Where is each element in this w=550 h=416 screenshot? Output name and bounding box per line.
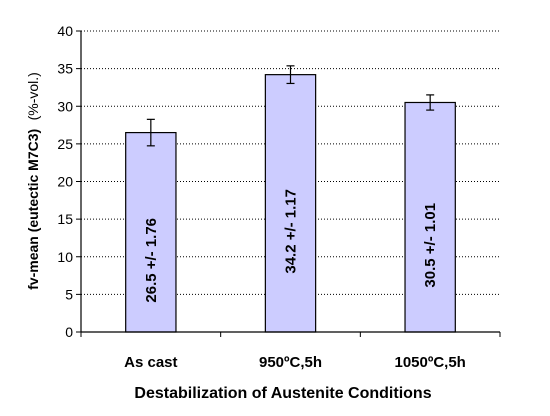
x-tick-label: As cast — [124, 354, 177, 371]
y-tick-label: 25 — [57, 136, 73, 152]
bar-value-label: 34.2 +/- 1.17 — [283, 189, 300, 274]
y-tick-label: 15 — [57, 211, 73, 227]
y-axis-title: fv-mean (eutectic M7C3) (%-vol.) — [25, 72, 42, 290]
y-tick-label: 20 — [57, 174, 73, 190]
y-tick-label: 5 — [65, 286, 73, 302]
bar — [125, 131, 177, 333]
x-axis-title: Destabilization of Austenite Conditions — [134, 385, 431, 402]
labels: 26.5 +/- 1.76 As cast 34.2 +/- 1.17 950ºC,5… — [57, 23, 465, 371]
y-tick-label: 0 — [65, 324, 73, 340]
x-tick-label: 1050ºC,5h — [394, 354, 465, 371]
y-axis-title-main: fv-mean (eutectic M7C3) — [25, 129, 41, 290]
bar-value-label: 26.5 +/- 1.76 — [143, 218, 160, 303]
axes — [76, 30, 501, 337]
x-tick-label: 950ºC,5h — [259, 354, 322, 371]
y-axis-title-unit: (%-vol.) — [25, 72, 41, 120]
bar-value-label: 30.5 +/- 1.01 — [422, 203, 439, 288]
y-tick-label: 10 — [57, 249, 73, 265]
bars — [125, 65, 456, 333]
y-tick-label: 40 — [57, 23, 73, 39]
y-tick-label: 30 — [57, 98, 73, 114]
y-tick-label: 35 — [57, 61, 73, 77]
